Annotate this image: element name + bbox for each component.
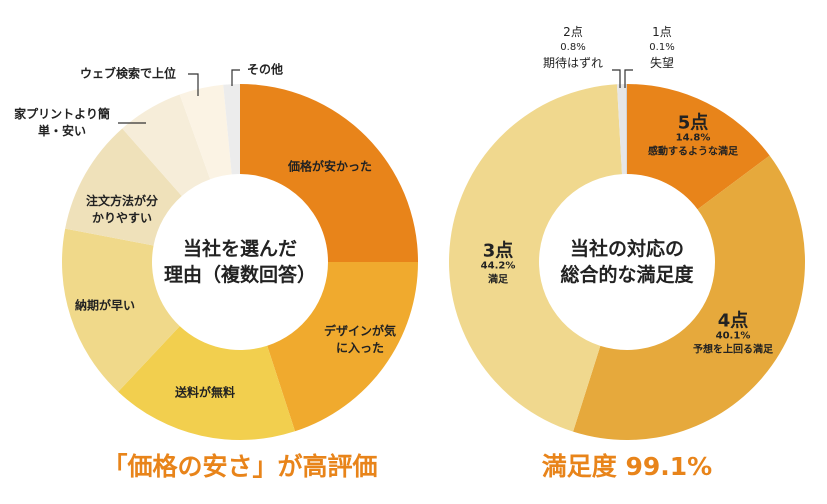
percent: 44.2% <box>480 260 516 272</box>
donut-slice <box>65 128 182 246</box>
slice-label-web-search: ウェブ検索で上位 <box>79 66 177 81</box>
percent: 14.8% <box>675 132 711 144</box>
percent: 0.1% <box>649 42 675 53</box>
slice-label-2: 2点 0.8% 期待はずれ <box>543 24 603 72</box>
donut-slice <box>118 326 296 440</box>
slice-label-shipping: 送料が無料 <box>174 385 236 400</box>
slice-label-3: 3点 44.2% 満足 <box>480 240 516 288</box>
slice-label-ordering: 注文方法が分かりやすい <box>86 194 159 225</box>
leader-lines <box>118 69 633 124</box>
desc: 期待はずれ <box>542 56 604 70</box>
left-donut <box>61 84 418 440</box>
donut-slice <box>179 84 232 180</box>
score: 5点 <box>677 112 709 134</box>
donut-slice <box>61 228 180 392</box>
left-center-label: 当社を選んだ 理由（複数回答） <box>163 238 316 286</box>
donut-slice <box>627 84 770 210</box>
slice-label-delivery: 納期が早い <box>74 298 136 313</box>
desc: 満足 <box>487 274 508 286</box>
donut-slice <box>240 84 418 262</box>
donut-slice <box>223 84 240 175</box>
donut-slice <box>616 84 627 175</box>
desc: 失望 <box>649 56 674 70</box>
right-donut <box>449 84 805 440</box>
donut-slice <box>625 84 627 175</box>
slice-label-1: 1点 0.1% 失望 <box>649 24 674 72</box>
percent: 0.8% <box>560 42 586 53</box>
percent: 40.1% <box>715 330 751 342</box>
score: 4点 <box>717 310 749 332</box>
left-chart-title: 「価格の安さ」が高評価 <box>102 452 378 481</box>
donut-slice <box>267 262 418 432</box>
score: 2点 <box>563 25 583 39</box>
right-center-label: 当社の対応の 総合的な満足度 <box>560 238 694 286</box>
donut-slice <box>573 155 805 440</box>
donut-slice <box>449 84 623 432</box>
right-chart-title: 満足度 99.1% <box>541 452 713 481</box>
desc: 予想を上回る満足 <box>693 344 773 356</box>
donut-slice <box>122 94 211 196</box>
slice-label-home-print: 家プリントより簡単・安い <box>14 107 110 138</box>
score: 3点 <box>482 240 514 262</box>
slice-label-design: デザインが気に入った <box>323 324 396 355</box>
slice-label-5: 5点 14.8% 感動するような満足 <box>648 112 738 160</box>
desc: 感動するような満足 <box>648 146 738 158</box>
slice-label-other: その他 <box>246 62 284 77</box>
slice-label-4: 4点 40.1% 予想を上回る満足 <box>693 310 773 358</box>
score: 1点 <box>652 25 672 39</box>
slice-label-price: 価格が安かった <box>287 159 373 174</box>
